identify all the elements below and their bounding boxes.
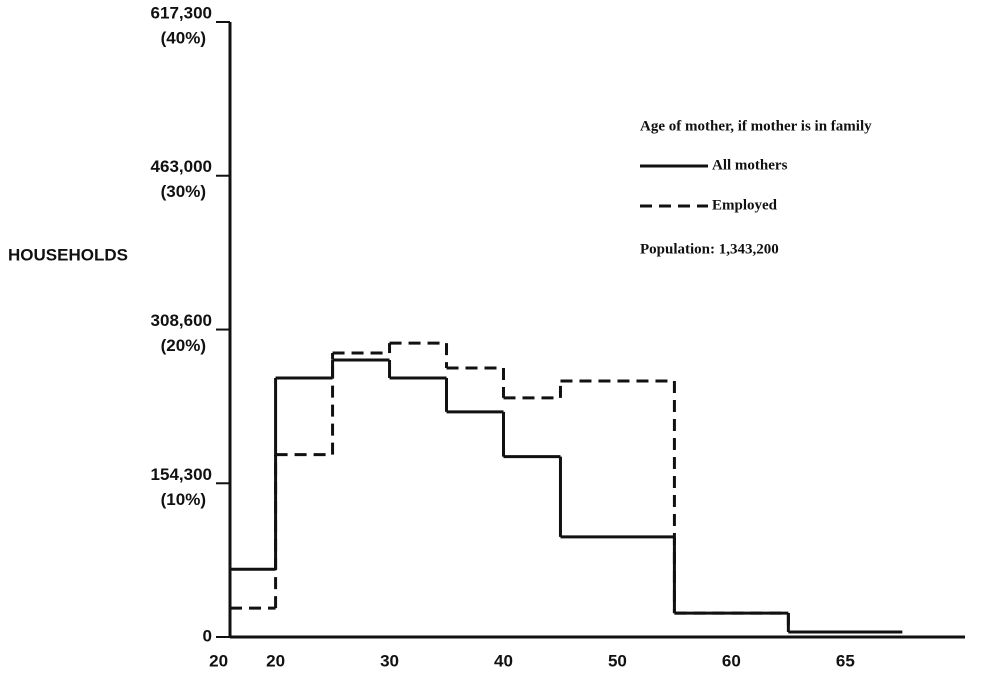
legend-title: Age of mother, if mother is in family [640, 118, 872, 134]
x-tick-label: 40 [494, 651, 513, 670]
x-tick-label: 50 [608, 651, 627, 670]
legend-label: Employed [712, 197, 778, 213]
legend-label: All mothers [712, 157, 788, 173]
y-axis-label: HOUSEHOLDS [8, 245, 128, 264]
y-tick-note: (30%) [161, 182, 206, 201]
x-tick-label: 65 [836, 651, 855, 670]
y-tick-label: 463,000 [151, 157, 212, 176]
y-tick-note: (20%) [161, 336, 206, 355]
x-tick-label: 20 [266, 651, 285, 670]
y-tick-label: 0 [203, 626, 212, 645]
y-tick-note: (40%) [161, 28, 206, 47]
y-tick-label: 617,300 [151, 3, 212, 22]
population-note: Population: 1,343,200 [640, 241, 779, 257]
y-tick-label: 308,600 [151, 311, 212, 330]
y-tick-label: 154,300 [151, 465, 212, 484]
x-tick-label: 30 [380, 651, 399, 670]
x-tick-label: 60 [722, 651, 741, 670]
x-tick-label: 20 [209, 651, 228, 670]
y-tick-note: (10%) [161, 490, 206, 509]
